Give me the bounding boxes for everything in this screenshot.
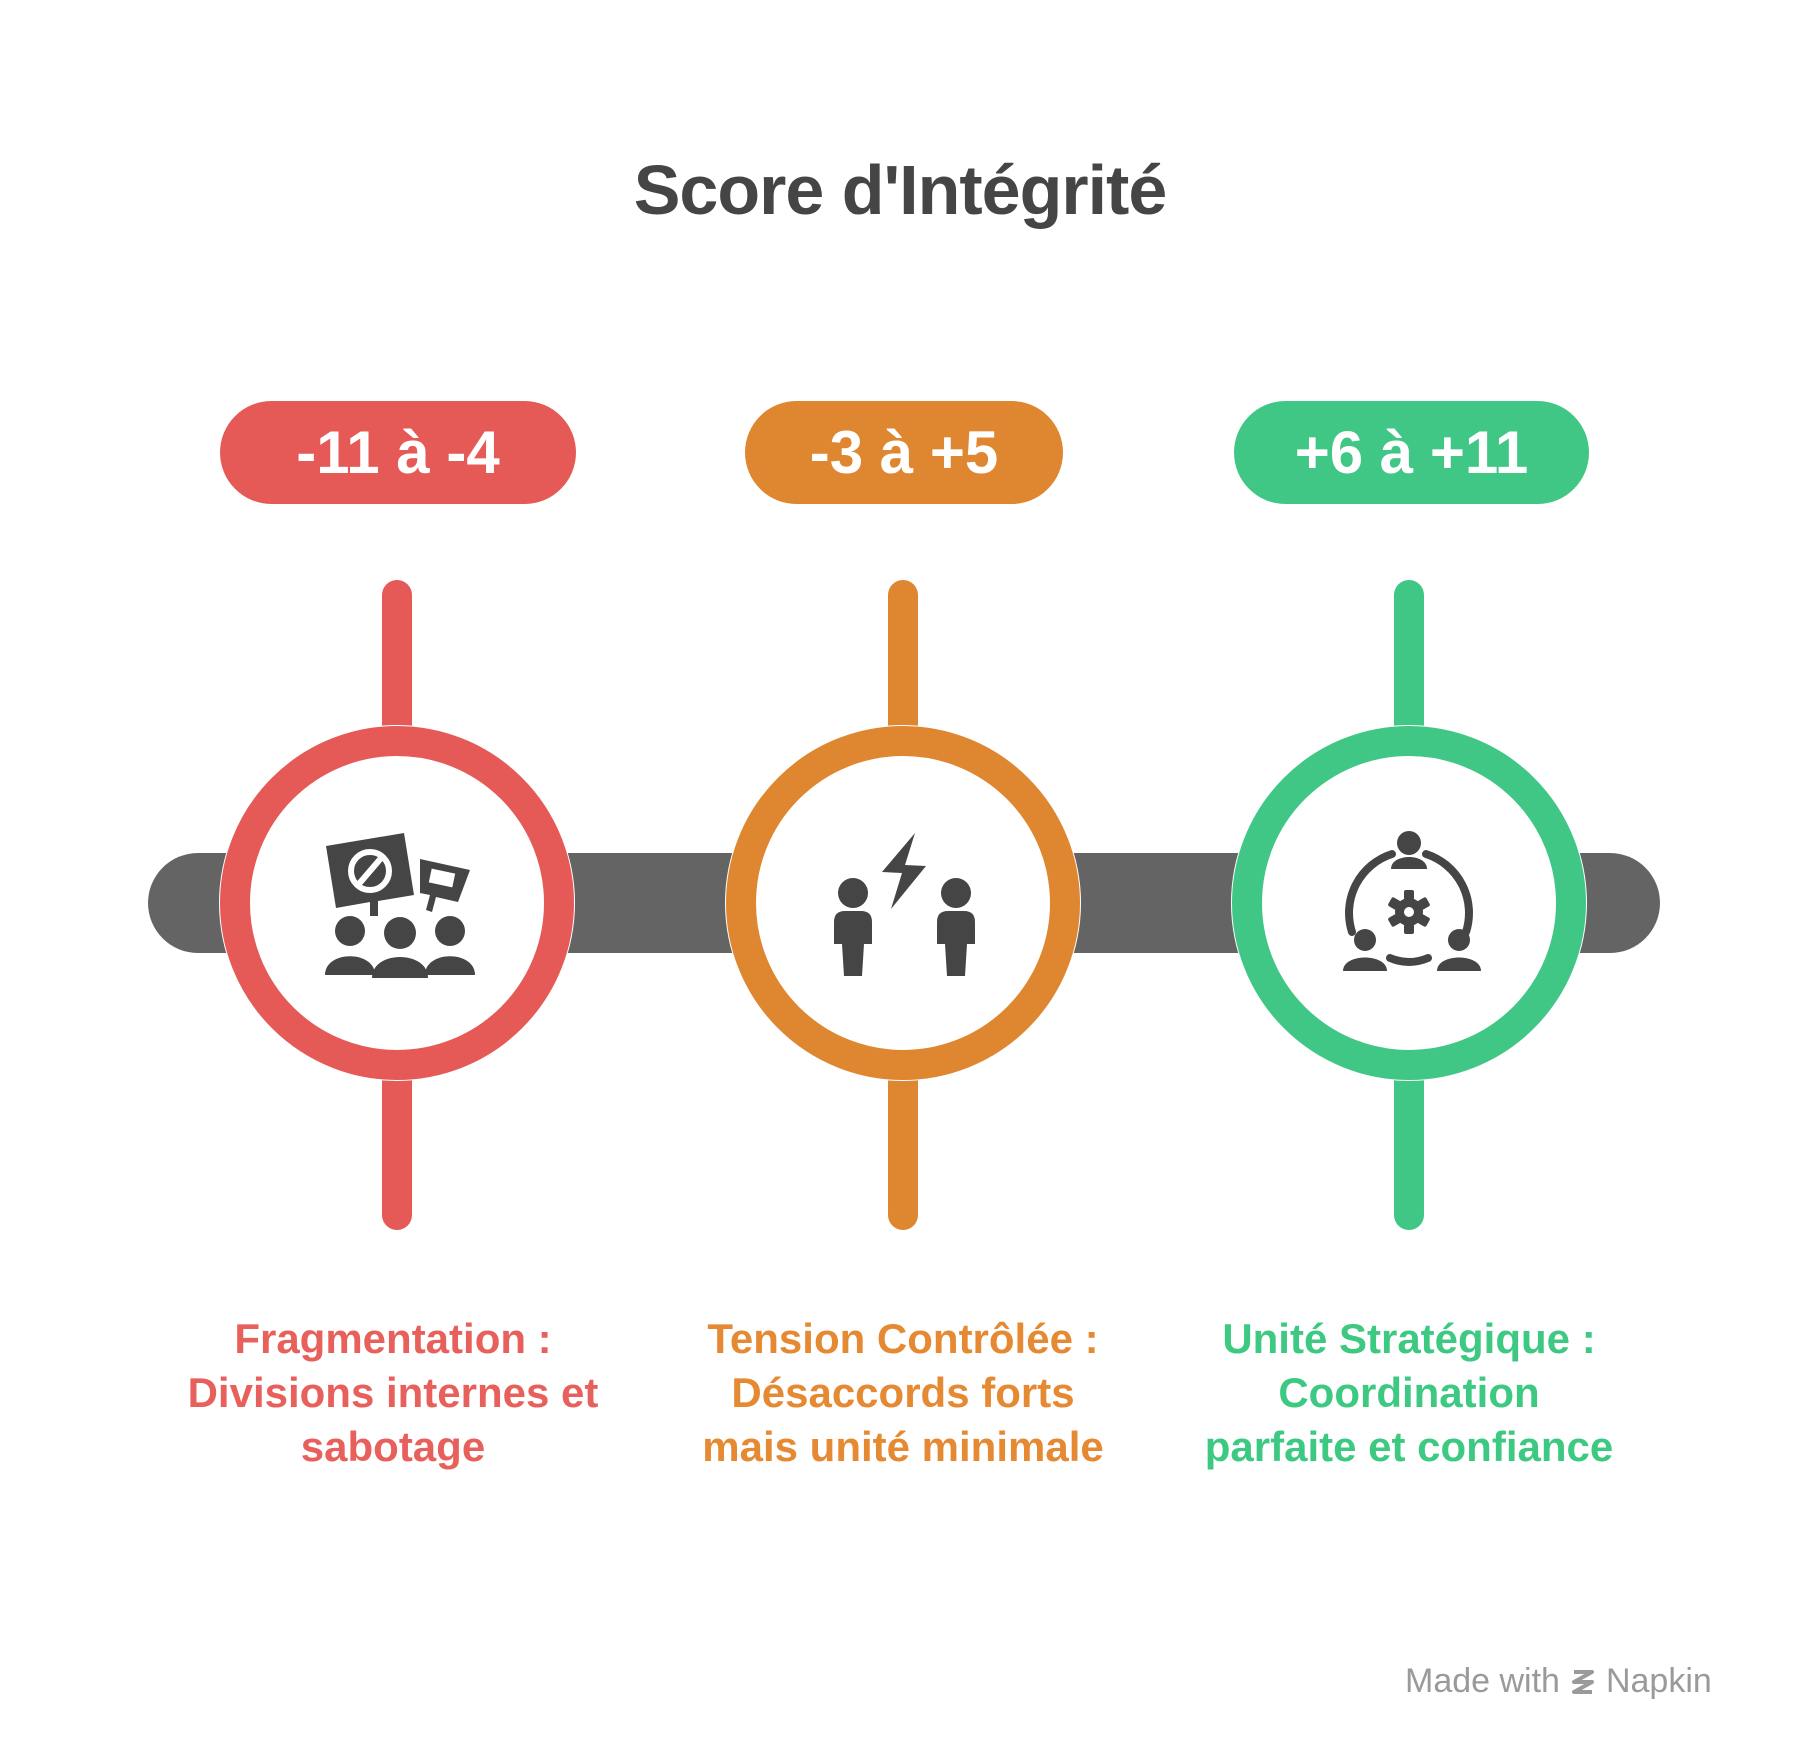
description-line: Coordination [1278, 1369, 1540, 1416]
description-line: parfaite et confiance [1204, 1423, 1614, 1470]
range-badge-3: +6 à +11 [1234, 401, 1589, 504]
stage-description-2: Tension Contrôlée : Désaccords forts mai… [673, 1312, 1133, 1474]
napkin-logo-icon [1571, 1670, 1594, 1694]
made-with-label: Made with [1405, 1662, 1560, 1700]
conflict-people-icon [834, 833, 975, 976]
stage-marker-1 [219, 580, 575, 1230]
description-line: Tension Contrôlée : [707, 1315, 1099, 1362]
description-line: sabotage [300, 1423, 486, 1470]
napkin-brand: Napkin [1605, 1662, 1712, 1700]
stage-description-3: Unité Stratégique : Coordination parfait… [1179, 1312, 1639, 1474]
team-coordination-icon [1343, 831, 1481, 971]
stage-description-1: Fragmentation : Divisions internes et sa… [163, 1312, 623, 1474]
description-line: mais unité minimale [702, 1423, 1104, 1470]
range-badge-1: -11 à -4 [220, 401, 576, 504]
footer-watermark: Made with Napkin [1405, 1662, 1712, 1701]
protest-group-icon [325, 833, 475, 978]
description-line: Fragmentation : [234, 1315, 552, 1362]
description-line: Désaccords forts [731, 1369, 1075, 1416]
page-title: Score d'Intégrité [633, 151, 1168, 229]
range-badge-2: -3 à +5 [745, 401, 1063, 504]
description-line: Unité Stratégique : [1222, 1315, 1596, 1362]
stage-marker-2 [725, 580, 1081, 1230]
description-line: Divisions internes et [187, 1369, 599, 1416]
